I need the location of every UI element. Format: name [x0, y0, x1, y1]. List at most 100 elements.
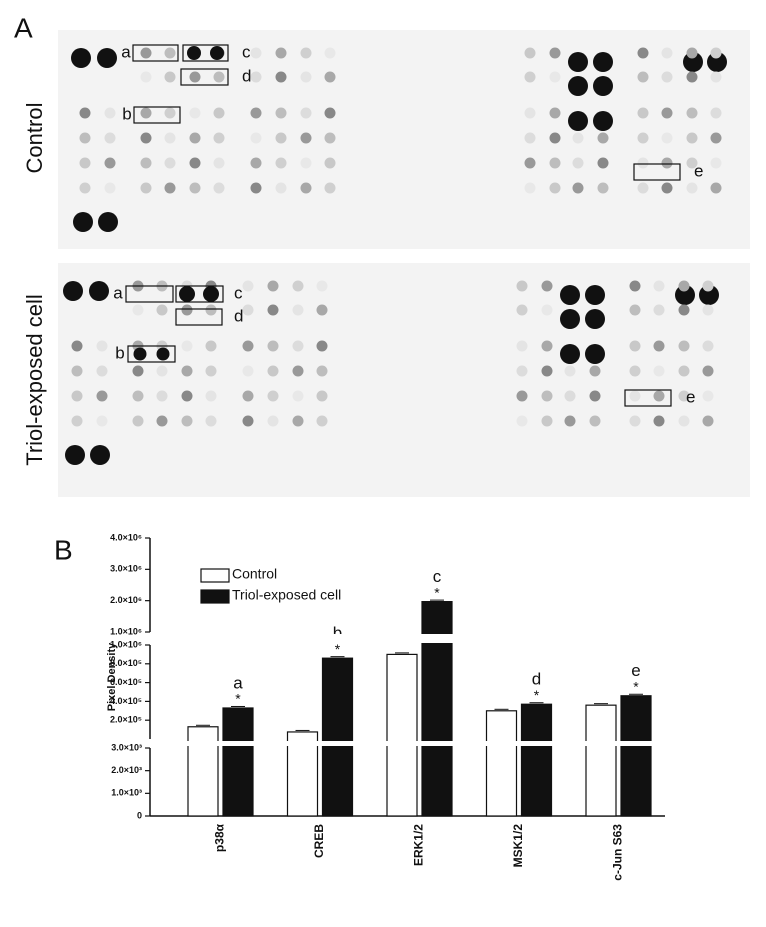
blot-spot: [572, 132, 584, 144]
y-tick-label: 8.0×10⁵: [110, 658, 142, 668]
blot-spot: [560, 285, 580, 305]
blot-spot: [65, 445, 85, 465]
highlight-box: [175, 285, 224, 303]
bar: [421, 601, 453, 817]
blot-spot: [79, 182, 91, 194]
blot-spot: [653, 390, 665, 402]
blot-spot: [324, 182, 336, 194]
blot-spot: [187, 46, 201, 60]
blot-spot: [133, 347, 147, 361]
bar: [520, 703, 553, 817]
y-tick-label: 2.0×10⁵: [110, 715, 142, 725]
y-tick-label: 3.0×10³: [111, 742, 142, 752]
blot-spot: [292, 280, 304, 292]
blot-spot: [181, 365, 193, 377]
blot-spot: [572, 157, 584, 169]
blot-spot: [275, 182, 287, 194]
blot-spot: [585, 285, 605, 305]
blot-spot: [710, 157, 722, 169]
blot-spot: [560, 309, 580, 329]
blot-spot: [90, 445, 110, 465]
blot-spot: [316, 415, 328, 427]
blot-spot: [104, 182, 116, 194]
blot-spot: [564, 390, 576, 402]
y-tick-label: 4.0×10⁵: [110, 696, 142, 706]
blot-label: Triol-exposed cell: [22, 294, 47, 466]
blot-spot: [702, 304, 714, 316]
blot-spot: [189, 71, 201, 83]
blot-image: [58, 263, 750, 497]
significance-mark: *: [534, 687, 540, 703]
blot-spot: [516, 340, 528, 352]
blot-spot: [710, 132, 722, 144]
blot-spot: [629, 340, 641, 352]
blot-spot: [541, 304, 553, 316]
blot-spot: [549, 47, 561, 59]
blot-spot: [140, 182, 152, 194]
blot-spot: [275, 47, 287, 59]
blot-spot: [300, 47, 312, 59]
blot-spot: [593, 76, 613, 96]
blot-spot: [316, 340, 328, 352]
highlight-box: [133, 106, 181, 124]
blot-spot: [292, 304, 304, 316]
bar: [321, 657, 354, 817]
blot-spot: [140, 132, 152, 144]
annotation-letter: d: [532, 670, 541, 689]
blot-spot: [585, 309, 605, 329]
legend-swatch: [200, 568, 230, 583]
blot-spot: [275, 71, 287, 83]
blot-spot: [156, 390, 168, 402]
blot-spot: [71, 365, 83, 377]
blot-spot: [710, 71, 722, 83]
blot-spot: [702, 280, 714, 292]
blot-spot: [589, 365, 601, 377]
blot-spot: [300, 71, 312, 83]
bar: [187, 726, 219, 817]
blot-spot: [96, 390, 108, 402]
blot-spot: [324, 71, 336, 83]
y-tick-label: 2.0×10³: [111, 765, 142, 775]
blot-spot: [629, 365, 641, 377]
blot-spot: [653, 304, 665, 316]
blot-spot: [71, 340, 83, 352]
blot-spot: [549, 107, 561, 119]
blot-spot: [568, 76, 588, 96]
blot-spot: [524, 107, 536, 119]
box-label: b: [122, 104, 131, 123]
blot-label: Control: [22, 103, 47, 174]
highlight-box: [624, 389, 672, 407]
blot-spot: [564, 365, 576, 377]
blot-spot: [541, 280, 553, 292]
blot-spot: [250, 47, 262, 59]
blot-spot: [213, 71, 225, 83]
y-tick-label: 3.0×10⁶: [110, 564, 142, 574]
blot-spot: [629, 390, 641, 402]
bar: [386, 653, 418, 817]
blot-spot: [164, 182, 176, 194]
blot-spot: [678, 365, 690, 377]
box-label: d: [234, 306, 243, 325]
blot-spot: [156, 347, 170, 361]
blot-spot: [702, 415, 714, 427]
blot-spot: [250, 157, 262, 169]
highlight-box: [633, 163, 681, 181]
blot-spot: [164, 47, 176, 59]
blot-spot: [516, 415, 528, 427]
blot-spot: [267, 304, 279, 316]
blot-spot: [637, 132, 649, 144]
blot-spot: [189, 132, 201, 144]
blot-spot: [686, 182, 698, 194]
blot-spot: [205, 365, 217, 377]
blot-spot: [316, 304, 328, 316]
blot-spot: [210, 46, 224, 60]
blot-spot: [710, 107, 722, 119]
x-tick-label: MSK1/2: [511, 824, 525, 868]
blot-spot: [292, 390, 304, 402]
blot-spot: [686, 157, 698, 169]
blot-spot: [702, 340, 714, 352]
blot-spot: [516, 280, 528, 292]
blot-spot: [637, 157, 649, 169]
bar: [222, 707, 254, 817]
blot-spot: [205, 304, 217, 316]
